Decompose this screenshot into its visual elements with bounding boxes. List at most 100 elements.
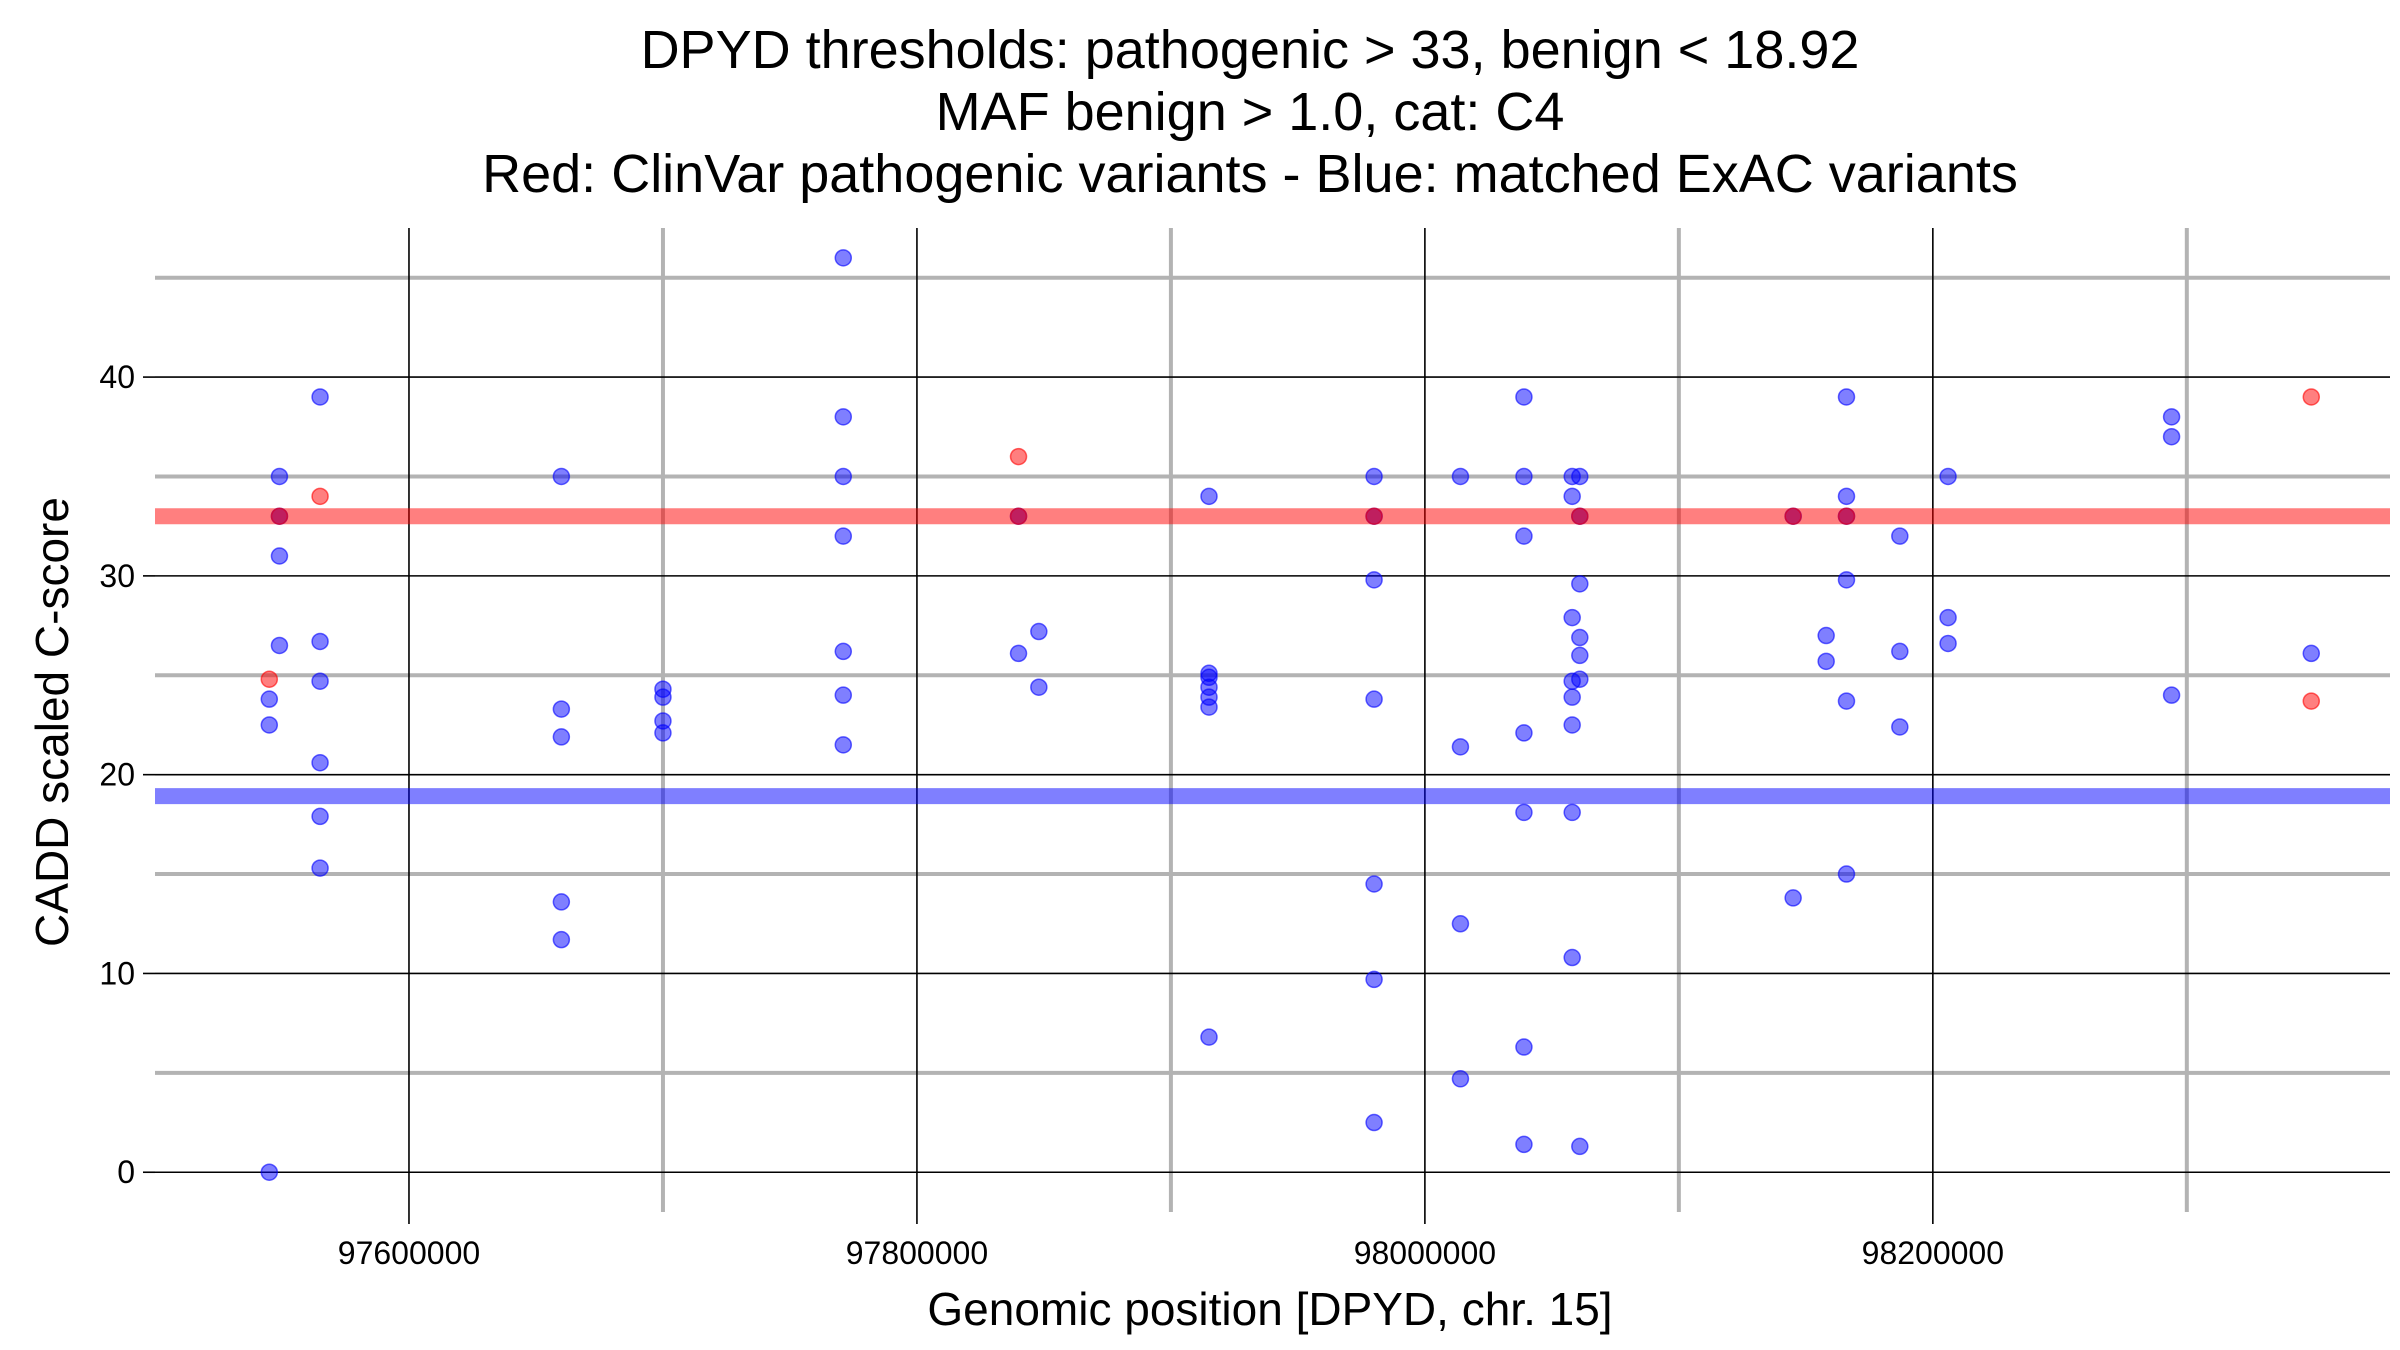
data-point <box>260 670 279 688</box>
data-point <box>1563 688 1581 706</box>
data-point <box>270 547 289 565</box>
data-point <box>1515 467 1533 486</box>
data-point <box>1451 738 1470 756</box>
data-point <box>1200 698 1218 716</box>
data-point <box>1365 875 1383 893</box>
data-point <box>1784 889 1802 907</box>
data-point <box>1891 642 1909 661</box>
data-point <box>834 467 853 486</box>
data-point <box>1563 487 1581 506</box>
data-point <box>270 636 289 655</box>
y-tick-label: 10 <box>99 955 135 991</box>
data-point <box>1365 970 1383 989</box>
y-axis-title: CADD scaled C-score <box>26 497 78 947</box>
y-tick-label: 30 <box>99 558 135 594</box>
data-point <box>1365 507 1383 525</box>
data-point <box>1365 1113 1383 1132</box>
data-point <box>552 728 571 746</box>
data-point <box>1891 718 1909 736</box>
x-tick-label: 98000000 <box>1354 1235 1496 1271</box>
data-point <box>1939 608 1957 627</box>
data-point <box>1817 626 1835 645</box>
data-point <box>1837 507 1856 525</box>
data-point <box>1939 467 1957 486</box>
data-point <box>1571 670 1589 688</box>
data-point <box>1837 692 1856 710</box>
data-point <box>1784 507 1802 525</box>
data-point <box>1009 507 1028 525</box>
data-point <box>311 388 329 406</box>
data-point <box>1030 678 1048 696</box>
data-point <box>1451 1070 1470 1088</box>
data-point <box>552 893 571 911</box>
data-point <box>1451 467 1470 486</box>
data-point <box>260 690 279 708</box>
data-point <box>2162 408 2181 426</box>
y-tick-label: 40 <box>99 359 135 395</box>
data-point <box>311 753 329 772</box>
y-tick-label: 0 <box>117 1154 135 1190</box>
data-point <box>1571 646 1589 665</box>
grid-lines <box>155 228 2390 1212</box>
data-point <box>1817 652 1835 671</box>
data-point <box>834 249 853 267</box>
data-point <box>270 467 289 486</box>
data-points <box>260 249 2321 1181</box>
data-point <box>2302 644 2321 663</box>
data-point <box>1200 487 1218 506</box>
chart-title: DPYD thresholds: pathogenic > 33, benign… <box>482 20 2018 204</box>
data-point <box>1837 571 1856 589</box>
data-point <box>834 686 853 704</box>
data-point <box>1563 803 1581 822</box>
title-line-1: DPYD thresholds: pathogenic > 33, benign… <box>641 20 1860 80</box>
data-point <box>1200 1028 1218 1046</box>
data-point <box>552 467 571 486</box>
data-point <box>260 716 279 734</box>
axes: 0 10 20 30 40 97600000 97800000 98000000 9820000… <box>99 359 2004 1271</box>
data-point <box>1515 803 1533 822</box>
x-tick-label: 98200000 <box>1862 1235 2004 1271</box>
data-point <box>1451 915 1470 933</box>
data-point <box>1515 388 1533 406</box>
data-point <box>1515 1135 1533 1154</box>
data-point <box>311 632 329 651</box>
data-point <box>1891 527 1909 545</box>
data-point <box>1571 628 1589 647</box>
data-point <box>1365 571 1383 589</box>
data-point <box>1515 724 1533 742</box>
data-point <box>1571 1137 1589 1156</box>
x-tick-label: 97600000 <box>338 1235 480 1271</box>
data-point <box>311 672 329 690</box>
data-point <box>311 859 329 877</box>
data-point <box>311 807 329 826</box>
data-point <box>1030 622 1048 641</box>
threshold-lines <box>155 508 2390 805</box>
data-point <box>1837 388 1856 406</box>
data-point <box>654 688 672 706</box>
data-point <box>260 1163 279 1181</box>
data-point <box>834 642 853 661</box>
title-line-3: Red: ClinVar pathogenic variants - Blue:… <box>482 144 2018 204</box>
data-point <box>1515 1038 1533 1056</box>
x-axis-title: Genomic position [DPYD, chr. 15] <box>927 1283 1612 1335</box>
data-point <box>1563 608 1581 627</box>
data-point <box>2302 388 2321 406</box>
y-tick-label: 20 <box>99 757 135 793</box>
data-point <box>834 736 853 754</box>
data-point <box>1515 527 1533 545</box>
title-line-2: MAF benign > 1.0, cat: C4 <box>936 82 1565 142</box>
data-point <box>1365 690 1383 708</box>
data-point <box>1837 487 1856 506</box>
data-point <box>1563 716 1581 734</box>
x-tick-label: 97800000 <box>846 1235 988 1271</box>
data-point <box>2162 686 2181 704</box>
data-point <box>1939 634 1957 653</box>
data-point <box>834 527 853 545</box>
data-point <box>834 408 853 426</box>
data-point <box>552 930 571 949</box>
data-point <box>311 487 329 506</box>
data-point <box>1571 507 1589 525</box>
data-point <box>2162 427 2181 446</box>
data-point <box>1571 467 1589 486</box>
